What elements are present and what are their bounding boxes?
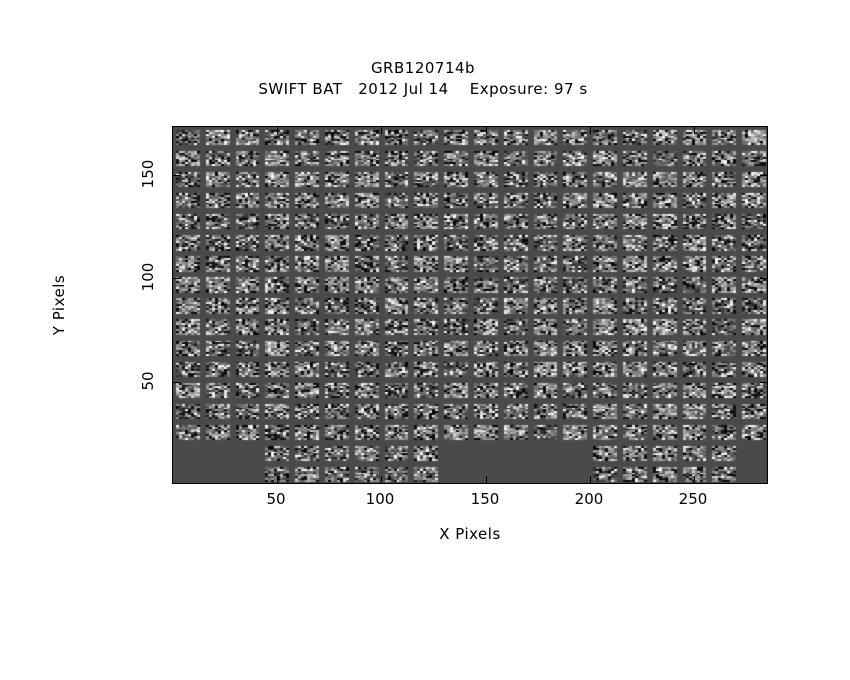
y-axis-label: Y Pixels <box>50 274 68 336</box>
detector-heatmap <box>173 127 767 483</box>
y-tick-mark <box>173 382 180 383</box>
x-tick-mark <box>590 127 591 134</box>
y-tick-label: 100 <box>139 262 157 292</box>
x-axis-label: X Pixels <box>439 525 501 543</box>
x-tick-mark <box>486 127 487 134</box>
x-tick-label: 200 <box>574 490 604 508</box>
x-tick-label: 250 <box>678 490 708 508</box>
y-tick-mark <box>760 175 767 176</box>
plot-area <box>172 126 768 484</box>
x-tick-label: 50 <box>266 490 286 508</box>
x-tick-mark <box>381 127 382 134</box>
y-tick-mark <box>173 278 180 279</box>
y-tick-label: 150 <box>139 159 157 189</box>
x-tick-mark <box>590 476 591 483</box>
x-tick-mark <box>694 127 695 134</box>
chart-subtitle: SWIFT BAT 2012 Jul 14 Exposure: 97 s <box>258 80 588 98</box>
y-tick-label: 50 <box>139 371 157 391</box>
x-tick-mark <box>381 476 382 483</box>
y-tick-mark <box>760 278 767 279</box>
y-tick-mark <box>760 382 767 383</box>
x-tick-mark <box>486 476 487 483</box>
page-title: GRB120714b <box>370 59 476 77</box>
x-tick-label: 100 <box>365 490 395 508</box>
x-tick-mark <box>277 127 278 134</box>
y-tick-mark <box>173 175 180 176</box>
x-tick-mark <box>694 476 695 483</box>
x-tick-mark <box>277 476 278 483</box>
x-tick-label: 150 <box>470 490 500 508</box>
